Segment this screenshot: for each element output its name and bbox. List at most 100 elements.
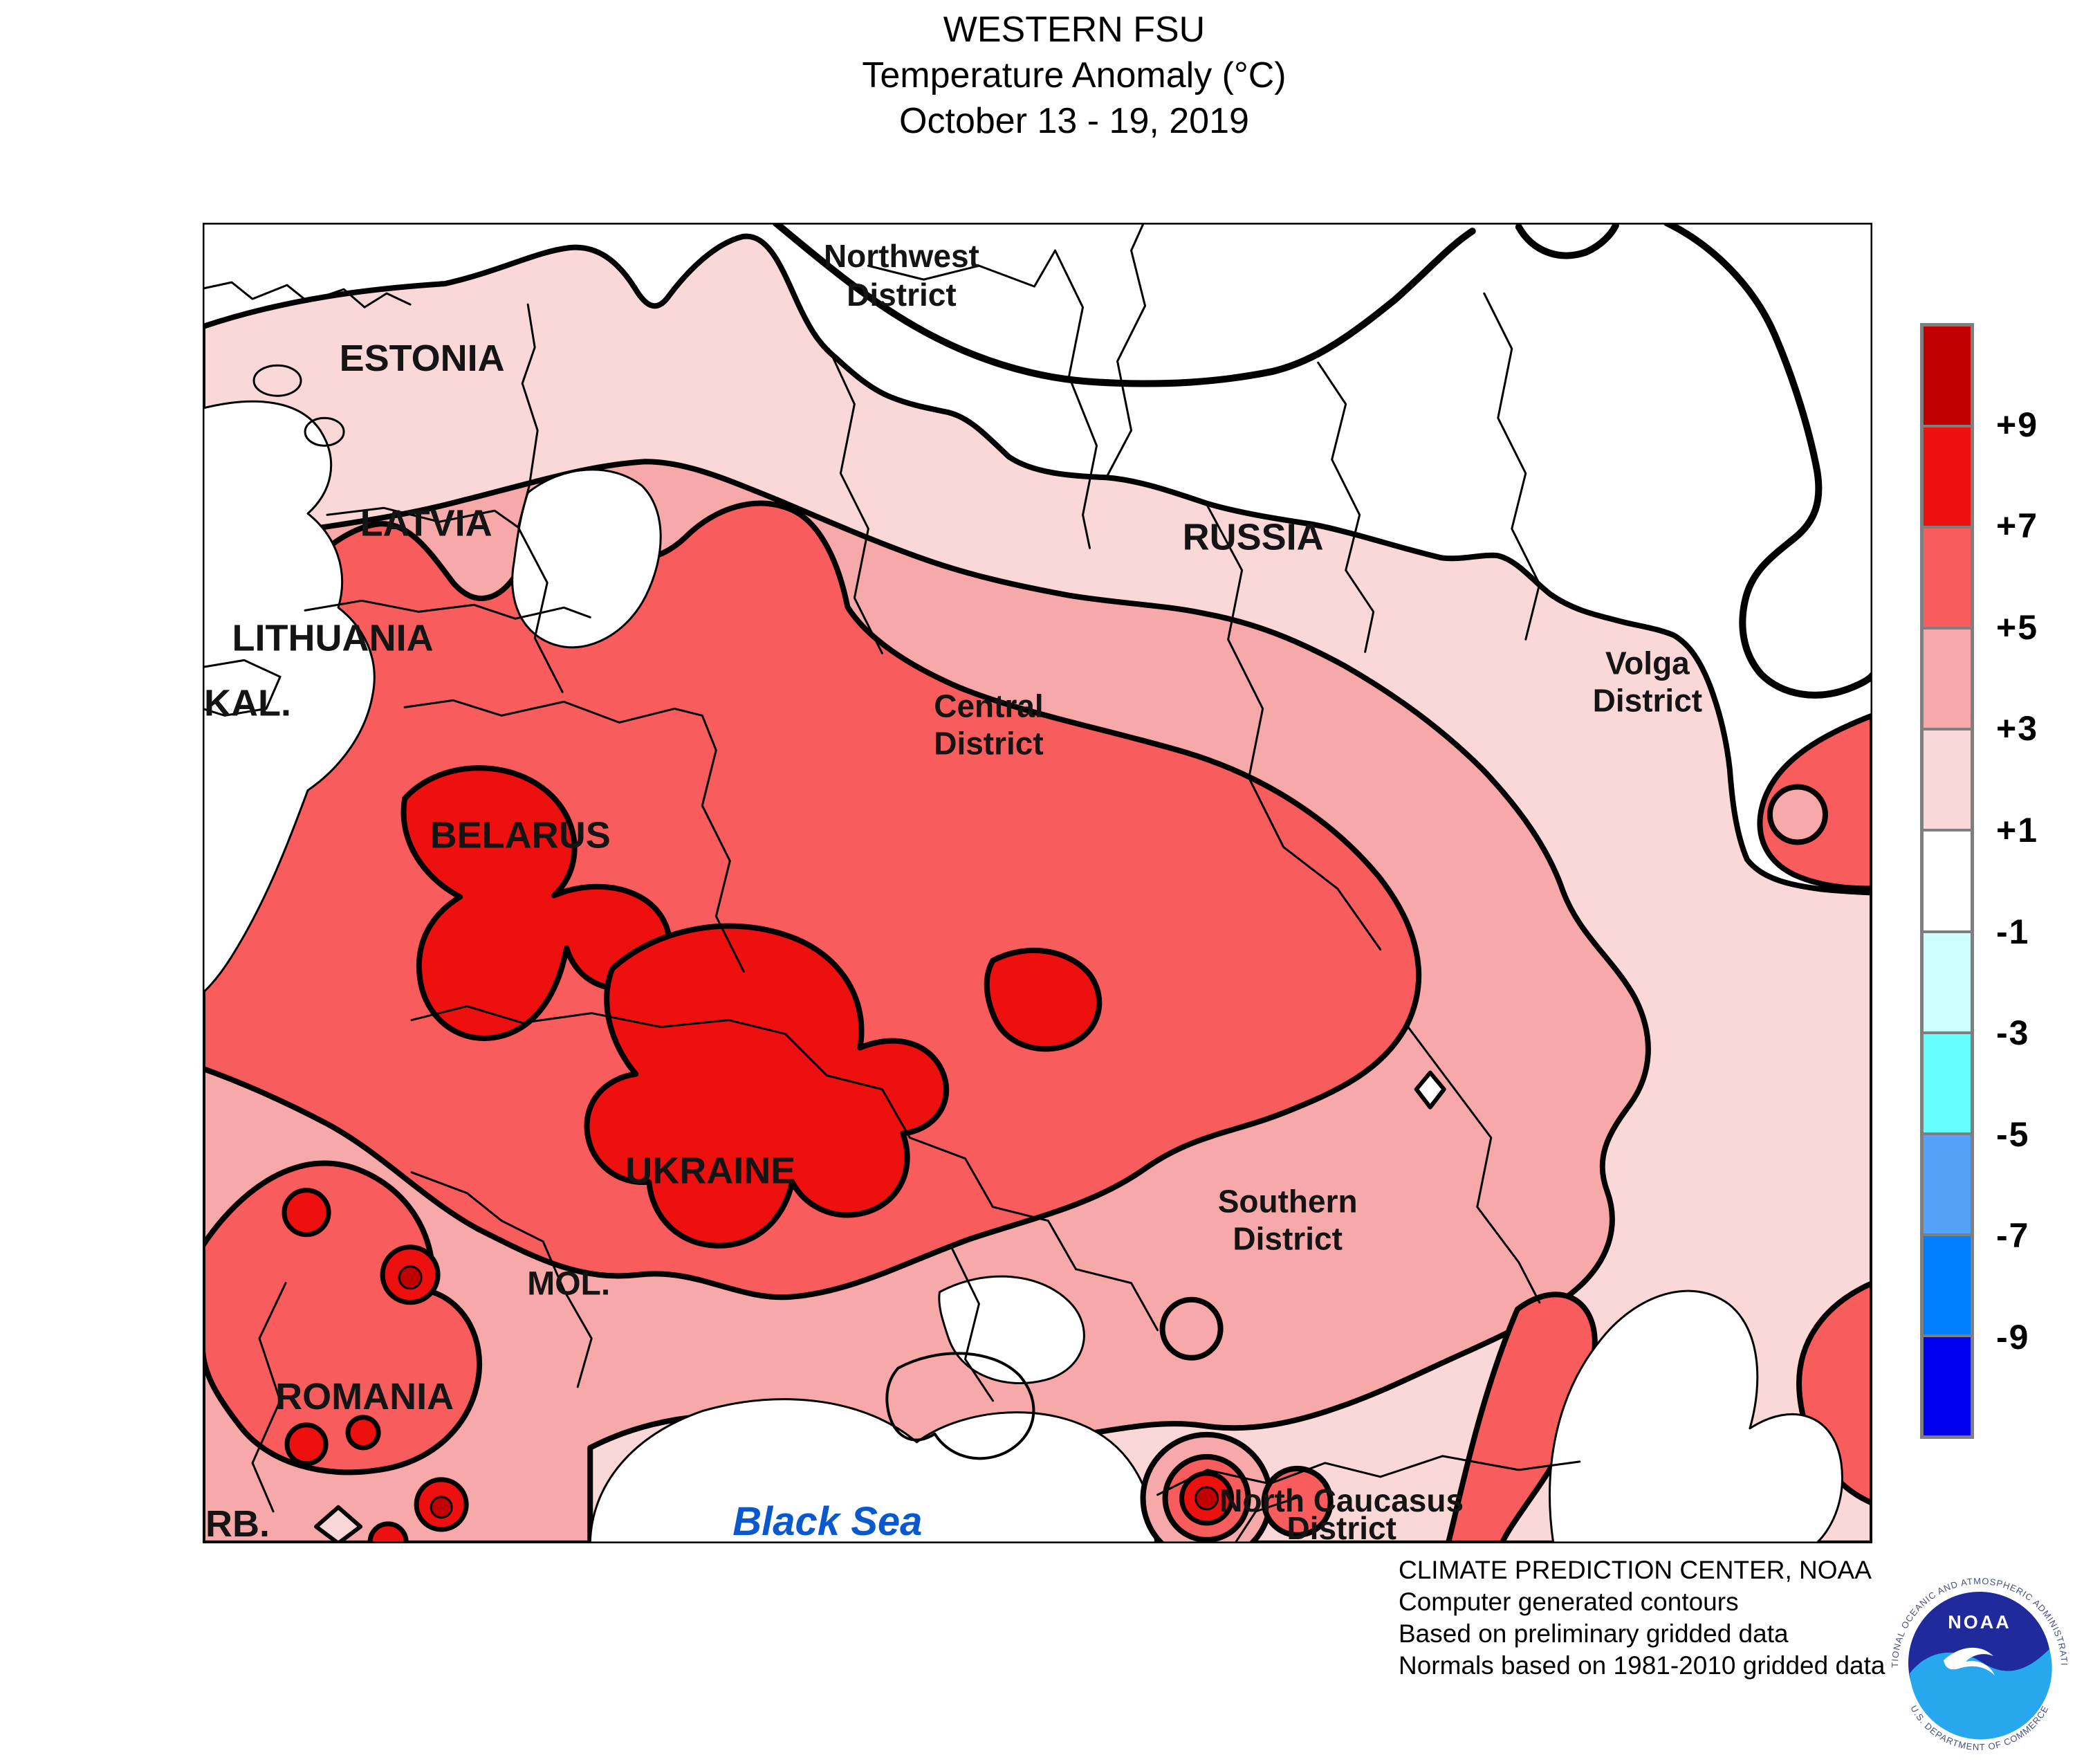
legend-value: -7 xyxy=(1996,1216,2030,1256)
map-title-block: WESTERN FSU Temperature Anomaly (°C) Oct… xyxy=(862,7,1286,144)
band-plus7-plus9-east xyxy=(984,947,1103,1052)
border-line xyxy=(1205,502,1382,951)
bullseye-darkred xyxy=(1195,1486,1219,1511)
label-ukraine: UKRAINE xyxy=(625,1150,795,1192)
thick-contours-ne xyxy=(772,223,1872,699)
label-estonia: ESTONIA xyxy=(340,338,505,379)
border-line xyxy=(326,506,519,529)
border-line xyxy=(304,599,591,620)
red-spot-3 xyxy=(284,1422,329,1467)
legend-value: +1 xyxy=(1996,811,2039,849)
border-line xyxy=(410,1171,503,1222)
border-line xyxy=(410,1005,730,1029)
label-lithuania: LITHUANIA xyxy=(232,617,434,659)
contour-bands xyxy=(203,233,1872,1543)
legend-value: -3 xyxy=(1996,1013,2030,1053)
label-central-district-1: Central xyxy=(934,688,1043,724)
legend-swatch xyxy=(1924,930,1971,1031)
label-central-district-2: District xyxy=(934,725,1043,761)
noaa-logo: NOAA NATIONAL OCEANIC AND ATMOSPHERIC AD… xyxy=(1885,1569,2074,1757)
label-black-sea: Black Sea xyxy=(732,1499,922,1543)
legend-swatch xyxy=(1924,728,1971,829)
thick-contour-diagonal xyxy=(772,223,1476,387)
band-plus7-plus9-belarus xyxy=(400,765,672,1041)
caspian-sea xyxy=(1549,1289,1843,1543)
label-northwest-district-1: Northwest xyxy=(824,238,979,274)
border-line xyxy=(950,1246,994,1402)
credits-line-1: CLIMATE PREDICTION CENTER, NOAA xyxy=(1399,1556,1872,1584)
gulf-of-riga xyxy=(511,468,662,649)
border-line xyxy=(203,281,412,309)
border-line xyxy=(251,1282,287,1513)
legend-swatch xyxy=(1924,1132,1971,1233)
legend-value: +9 xyxy=(1996,405,2039,444)
legend-swatches xyxy=(1920,323,1974,1439)
sea-of-azov xyxy=(938,1275,1085,1384)
border-line xyxy=(1105,223,1147,479)
border-line xyxy=(867,249,1057,288)
crimea-peninsula xyxy=(885,1352,1035,1460)
label-volga-district-2: District xyxy=(1593,682,1702,718)
legend-swatch xyxy=(1924,327,1971,425)
map-labels: Northwest District ESTONIA LATVIA RUSSIA… xyxy=(204,238,1702,1543)
salmon-circle-east xyxy=(1261,1465,1334,1538)
logo-wave xyxy=(1910,1649,2052,1740)
border-line xyxy=(517,303,539,529)
label-north-caucasus-district-1: North Caucasus xyxy=(1219,1482,1464,1518)
legend-value: +5 xyxy=(1996,607,2039,647)
border-line xyxy=(1317,361,1375,653)
band-plus5-plus7-romania xyxy=(203,1160,483,1476)
label-southern-district-1: Southern xyxy=(1218,1184,1358,1220)
legend-value: -9 xyxy=(1996,1318,2030,1357)
legend-swatch xyxy=(1924,829,1971,930)
thick-contour-u xyxy=(1515,223,1619,259)
legend-swatch xyxy=(1924,1233,1971,1334)
label-north-caucasus-district-2: District xyxy=(1286,1510,1396,1543)
anomaly-map: Northwest District ESTONIA LATVIA RUSSIA… xyxy=(203,223,1872,1543)
seas xyxy=(203,364,1843,1543)
credits-block: CLIMATE PREDICTION CENTER, NOAA Computer… xyxy=(1399,1554,1885,1682)
thick-contour-loop xyxy=(1663,223,1872,699)
border-line xyxy=(1054,249,1098,549)
darkred-core-2 xyxy=(430,1496,453,1519)
border-line xyxy=(1234,1496,1299,1543)
white-diamond-volga xyxy=(1414,1070,1446,1110)
island-saaremaa xyxy=(252,364,302,397)
band-plus5-plus7-central xyxy=(203,500,1422,1301)
pink-circle-north xyxy=(1159,1296,1224,1361)
island-hiiumaa xyxy=(304,416,345,447)
band-plus7-plus9-central xyxy=(584,923,950,1249)
border-line xyxy=(827,347,883,654)
legend-swatch xyxy=(1924,1031,1971,1132)
legend-value: -5 xyxy=(1996,1114,2030,1154)
border-line xyxy=(500,1220,593,1388)
baltic-sea xyxy=(203,400,376,994)
red-spot-4 xyxy=(345,1415,381,1451)
legend-labels: +9 +7 +5 +3 +1 -1 -3 -5 -7 -9 xyxy=(1996,323,2075,1439)
border-line xyxy=(203,659,282,717)
label-belarus: BELARUS xyxy=(430,814,611,856)
label-northwest-district-2: District xyxy=(847,277,956,313)
map-border xyxy=(203,223,1872,1543)
border-line xyxy=(517,526,564,693)
credits-line-2: Computer generated contours xyxy=(1399,1588,1739,1616)
pink-hole-ne-wedge xyxy=(1767,784,1828,845)
label-volga-district-1: Volga xyxy=(1605,645,1690,681)
legend-swatch xyxy=(1924,1334,1971,1436)
red-spot-6 xyxy=(367,1521,409,1543)
red-spot-1 xyxy=(282,1188,331,1238)
legend-swatch xyxy=(1924,425,1971,526)
label-kaliningrad: KAL. xyxy=(204,682,291,724)
label-romania: ROMANIA xyxy=(275,1376,454,1417)
border-line xyxy=(403,699,703,724)
country-borders xyxy=(203,223,1581,1543)
label-latvia: LATVIA xyxy=(360,502,492,544)
label-russia: RUSSIA xyxy=(1183,516,1324,558)
border-line xyxy=(1156,1455,1581,1496)
credits-line-4: Normals based on 1981-2010 gridded data xyxy=(1399,1651,1885,1680)
title-line-3: October 13 - 19, 2019 xyxy=(899,101,1249,141)
border-line xyxy=(701,714,745,973)
border-line xyxy=(1407,1026,1541,1304)
seagull-icon xyxy=(1944,1647,1995,1675)
